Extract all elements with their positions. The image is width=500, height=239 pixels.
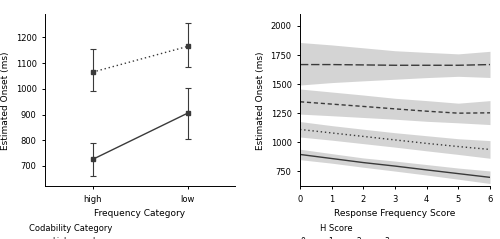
X-axis label: Frequency Category: Frequency Category — [94, 209, 186, 218]
X-axis label: Response Frequency Score: Response Frequency Score — [334, 209, 456, 218]
Y-axis label: Estimated Onset (ms): Estimated Onset (ms) — [1, 51, 10, 150]
Y-axis label: Estimated Onset (ms): Estimated Onset (ms) — [256, 51, 265, 150]
Legend: 0, 1, 2, 3: 0, 1, 2, 3 — [281, 221, 392, 239]
Legend: high, low: high, low — [26, 221, 116, 239]
